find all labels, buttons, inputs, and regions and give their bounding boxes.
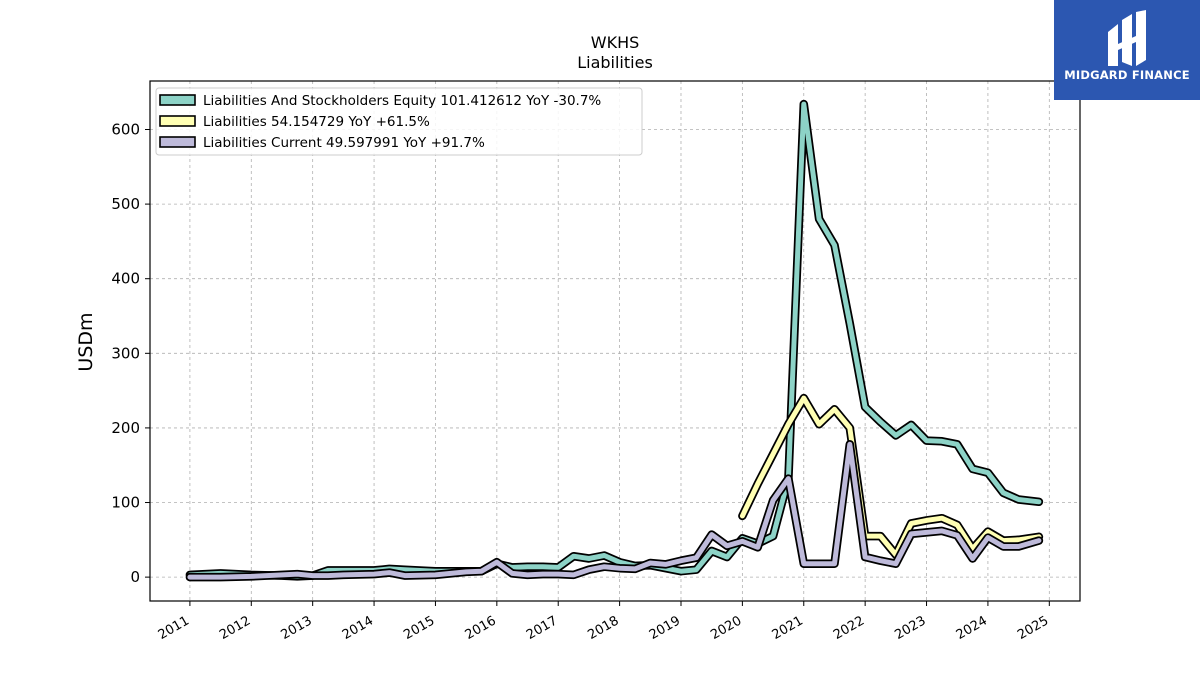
y-axis-label: USDm: [75, 312, 97, 371]
series-line-1: [187, 101, 1042, 579]
x-tick-label: 2021: [770, 613, 806, 643]
brand-name: MIDGARD FINANCE: [1064, 68, 1190, 82]
y-tick-label: 500: [111, 195, 140, 213]
x-tick-label: 2012: [217, 613, 253, 643]
chart-subtitle: Liabilities: [577, 53, 653, 72]
x-tick-label: 2023: [892, 613, 928, 643]
legend-swatch-2: [159, 115, 196, 127]
midgard-logo-icon: [1108, 10, 1146, 66]
y-tick-label: 0: [130, 568, 140, 586]
y-tick-label: 200: [111, 419, 140, 437]
legend-label-2: Liabilities 54.154729 YoY +61.5%: [203, 114, 430, 130]
x-tick-label: 2016: [463, 613, 499, 643]
x-tick-label: 2022: [831, 613, 867, 643]
x-tick-label: 2013: [279, 613, 315, 643]
legend-label-1: Liabilities And Stockholders Equity 101.…: [203, 93, 601, 109]
y-tick-label: 400: [111, 270, 140, 288]
axis-ticks: 2011 2012 2013 2014 2015 2016 2017 2018 2019 2020…: [111, 120, 1051, 643]
x-tick-label: 2019: [647, 613, 683, 643]
series-outline-1: [185, 99, 1044, 581]
y-tick-label: 600: [111, 120, 140, 138]
brand-logo: MIDGARD FINANCE: [1054, 0, 1200, 100]
series-line-3: [187, 441, 1042, 580]
x-tick-label: 2025: [1015, 613, 1051, 643]
legend-swatch-3: [159, 136, 196, 148]
x-tick-label: 2018: [585, 613, 621, 643]
x-tick-label: 2011: [156, 613, 192, 643]
x-tick-label: 2017: [524, 613, 560, 643]
x-tick-label: 2015: [401, 613, 437, 643]
y-tick-label: 100: [111, 494, 140, 512]
x-tick-label: 2014: [340, 613, 376, 643]
legend-box: [155, 87, 643, 156]
chart-title: WKHS: [591, 33, 640, 52]
legend-swatch-1: [159, 94, 196, 106]
x-tick-label: 2024: [954, 613, 990, 643]
x-tick-label: 2020: [708, 613, 744, 643]
grid: [150, 81, 1080, 601]
plot-frame: [149, 80, 1081, 602]
legend: Liabilities And Stockholders Equity 101.…: [155, 87, 643, 156]
legend-label-3: Liabilities Current 49.597991 YoY +91.7%: [203, 135, 485, 151]
y-tick-label: 300: [111, 344, 140, 362]
series-lines: [185, 99, 1044, 582]
